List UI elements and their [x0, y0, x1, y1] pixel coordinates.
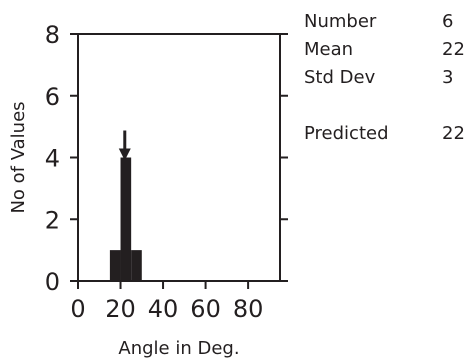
x-tick-label: 40: [148, 295, 179, 323]
stat-label: Number: [304, 8, 442, 36]
x-axis-title: Angle in Deg.: [118, 338, 239, 358]
x-tick-label: 0: [70, 295, 85, 323]
y-tick-label: 2: [45, 206, 60, 234]
bars-layer: [110, 158, 142, 282]
stat-value: 6: [442, 8, 466, 36]
x-tick-labels: 0 20 40 60 80: [70, 295, 263, 323]
predicted-marker: [119, 131, 131, 161]
y-tick-label: 6: [45, 83, 60, 111]
stat-row-mean: Mean 22: [304, 36, 466, 64]
y-tick-label: 0: [45, 268, 60, 296]
histogram-bar-0: [110, 250, 121, 281]
histogram-bar-2: [131, 250, 142, 281]
plot-frame: [78, 34, 280, 281]
stat-value: 22: [442, 120, 466, 148]
stat-label: Mean: [304, 36, 442, 64]
tick-marks: [70, 34, 288, 289]
y-axis-title: No of Values: [8, 101, 29, 213]
histogram-bar-1: [121, 158, 132, 282]
stat-row-std-dev: Std Dev 3: [304, 64, 466, 92]
y-tick-label: 8: [45, 21, 60, 49]
stat-label: Predicted: [304, 120, 442, 148]
stat-label: Std Dev: [304, 64, 442, 92]
stat-row-number: Number 6: [304, 8, 466, 36]
x-tick-label: 80: [233, 295, 264, 323]
x-tick-label: 60: [190, 295, 221, 323]
stat-spacer: [304, 92, 466, 120]
stats-panel: Number 6 Mean 22 Std Dev 3 Predicted 22: [304, 8, 466, 148]
y-tick-label: 4: [45, 145, 60, 173]
x-tick-label: 20: [105, 295, 136, 323]
stat-row-predicted: Predicted 22: [304, 120, 466, 148]
y-tick-labels: 0 2 4 6 8: [45, 21, 60, 296]
stat-value: 3: [442, 64, 466, 92]
stat-value: 22: [442, 36, 466, 64]
